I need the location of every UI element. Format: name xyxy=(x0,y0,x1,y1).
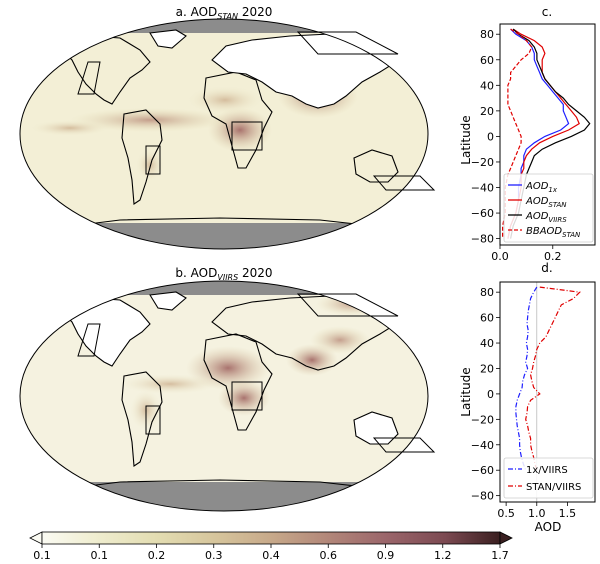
map-panel-a: a. AODSTAN 2020 xyxy=(19,5,436,250)
panel-c-frame xyxy=(499,23,596,246)
map-b-australia xyxy=(353,411,399,445)
panel-c-xtick-label-0: 0.0 xyxy=(491,250,509,263)
panel-c-ytick-label-1: 60 xyxy=(480,54,494,67)
map-b-box-north-america xyxy=(77,323,101,357)
panel-d-xtick-label-2: 1.5 xyxy=(559,507,577,520)
map-a-box-australia xyxy=(372,175,436,191)
map-a-box-north-america xyxy=(77,61,101,95)
panel-c-ylabel: Latitude xyxy=(459,115,473,164)
panel-d-series-0 xyxy=(515,286,538,471)
colorbar-body xyxy=(41,531,501,545)
map-a-australia xyxy=(353,149,399,183)
map-a-box-siberia xyxy=(296,31,399,55)
colorbar-tick-label-4: 0.4 xyxy=(262,549,280,562)
colorbar-tick-label-2: 0.2 xyxy=(148,549,166,562)
map-a-north-america xyxy=(61,35,151,105)
colorbar-tick-label-8: 1.7 xyxy=(491,549,509,562)
map-b-hotspot-china xyxy=(310,326,370,354)
panel-c-ytick-label-5: −20 xyxy=(471,156,494,169)
colorbar-tick-label-1: 0.1 xyxy=(91,549,109,562)
map-a-hotspot-atlantic xyxy=(70,108,230,132)
map-panel-b: b. AODVIIRS 2020 xyxy=(19,266,436,512)
panel-c-legend: AOD1x AODSTAN AODVIIRS BBAODSTAN xyxy=(503,173,594,243)
panel-d-ytick-label-7: −60 xyxy=(471,464,494,477)
panel-c-ytick-label-8: −80 xyxy=(471,233,494,246)
panel-c-title: c. xyxy=(542,5,552,19)
map-a-hotspot-sahara xyxy=(187,86,263,114)
map-a-box-africa xyxy=(231,121,263,151)
panel-c-ytick-label-3: 20 xyxy=(480,105,494,118)
colorbar-tick-label-5: 0.6 xyxy=(320,549,338,562)
panel-c-ticks: 80 60 40 20 0 −20 −40 −60 −80 0.0 0.2 xyxy=(471,28,562,263)
legend-c-label-3: BBAODSTAN xyxy=(526,226,581,239)
map-a-south-america xyxy=(121,109,163,205)
legend-c-label-2: AODVIIRS xyxy=(525,211,567,224)
map-b-north-america xyxy=(61,297,151,367)
panel-d-xlabel: AOD xyxy=(535,520,562,534)
panel-d-xtick-label-1: 1.0 xyxy=(528,507,546,520)
map-a-eurasia xyxy=(211,33,397,109)
colorbar-tick-label-7: 1.2 xyxy=(434,549,452,562)
map-b-box-africa xyxy=(231,381,263,411)
panel-d-ytick-label-2: 40 xyxy=(480,337,494,350)
map-b-eurasia xyxy=(211,295,397,371)
panel-d: d. Latitude AOD 80 60 40 20 0 −20 −40 −60 −800.5… xyxy=(459,261,596,534)
map-a-title: a. AODSTAN 2020 xyxy=(176,5,273,21)
panel-d-ticks: 80 60 40 20 0 −20 −40 −60 −800.5 1.0 1.5 xyxy=(471,286,576,520)
map-a-hotspot-pacific xyxy=(30,120,110,136)
panel-d-legend: 1x/VIIRS STAN/VIIRS xyxy=(503,457,594,499)
panel-c-ytick-label-0: 80 xyxy=(480,28,494,41)
map-b-outline xyxy=(19,280,429,512)
map-b-greenland xyxy=(149,291,187,311)
legend-c-label-0: AOD1x xyxy=(525,181,558,194)
map-a-greenland xyxy=(149,29,187,49)
map-b-box-australia xyxy=(372,437,436,453)
colorbar-tick-label-3: 0.3 xyxy=(205,549,223,562)
map-b-hotspot-atlantic xyxy=(120,374,220,394)
colorbar-ticks: 0.1 0.1 0.2 0.3 0.4 0.6 0.9 1.2 1.7 xyxy=(33,544,509,562)
map-b-south-america xyxy=(121,371,163,467)
panel-d-ytick-label-5: −20 xyxy=(471,413,494,426)
panel-d-ytick-label-4: 0 xyxy=(487,388,494,401)
map-b-africa xyxy=(203,333,273,431)
panel-d-ytick-label-8: −80 xyxy=(471,490,494,503)
map-b-hotspot-siberia xyxy=(316,292,388,316)
panel-d-xtick-label-0: 0.5 xyxy=(497,507,515,520)
panel-d-ytick-label-3: 20 xyxy=(480,362,494,375)
panel-d-series-1 xyxy=(525,286,581,471)
map-b-box-siberia xyxy=(296,293,399,317)
colorbar-tick-label-0: 0.1 xyxy=(33,549,51,562)
panel-c-ytick-label-2: 40 xyxy=(480,79,494,92)
legend-d-label-0: 1x/VIIRS xyxy=(526,465,568,476)
panel-c-ytick-label-7: −60 xyxy=(471,207,494,220)
colorbar-right-arrow xyxy=(499,531,513,545)
map-a-box-south-america xyxy=(145,145,161,175)
colorbar-left-arrow xyxy=(29,531,43,545)
panel-c-xtick-label-1: 0.2 xyxy=(544,250,562,263)
panel-d-title: d. xyxy=(541,261,552,275)
map-a-outline xyxy=(19,18,429,250)
map-b-title: b. AODVIIRS 2020 xyxy=(175,266,272,282)
map-b-hotspot-africa xyxy=(218,380,270,416)
legend-d-label-1: STAN/VIIRS xyxy=(526,482,581,493)
panel-d-ytick-label-1: 60 xyxy=(480,312,494,325)
map-a-hotspot-samerica xyxy=(136,149,164,181)
panel-d-frame xyxy=(499,281,596,503)
map-a-africa xyxy=(203,71,273,169)
panel-d-ytick-label-6: −40 xyxy=(471,439,494,452)
legend-c-label-1: AODSTAN xyxy=(525,196,567,209)
colorbar: 0.1 0.1 0.2 0.3 0.4 0.6 0.9 1.2 1.7 xyxy=(29,531,513,562)
map-b-box-south-america xyxy=(145,405,161,435)
panel-c-ytick-label-6: −40 xyxy=(471,182,494,195)
panel-d-ytick-label-0: 80 xyxy=(480,286,494,299)
panel-d-ylabel: Latitude xyxy=(459,367,473,416)
panel-c-ytick-label-4: 0 xyxy=(487,130,494,143)
colorbar-tick-label-6: 0.9 xyxy=(377,549,395,562)
